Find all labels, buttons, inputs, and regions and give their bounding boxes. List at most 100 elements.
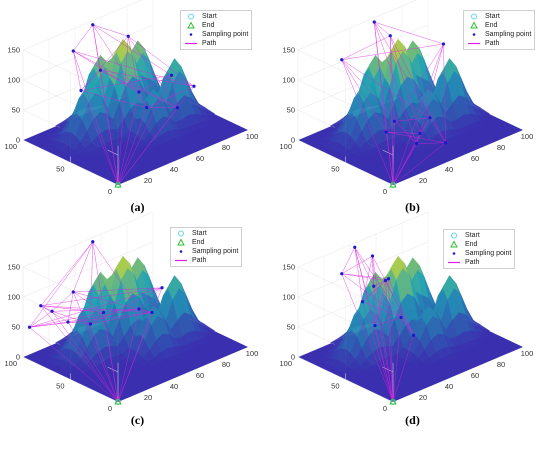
sampling-point [385,130,388,133]
z-tick-label: 100 [282,76,295,85]
legend-path: Path [447,258,511,267]
path-segment [73,242,93,292]
sampling-point [170,74,173,77]
sampling-point [91,23,94,26]
legend-sampling: Sampling point [184,30,248,39]
legend-path: Path [174,256,238,265]
x-tick-label: 20 [144,393,152,402]
sampling-point [372,285,375,288]
start-marker-icon [467,12,481,21]
legend-path: Path [467,39,531,48]
sampling-point [340,272,343,275]
legend-end: End [467,21,531,30]
y-tick-label: 50 [331,165,339,174]
sampling-point-icon [467,30,481,39]
sampling-point [384,279,387,282]
path-segment [374,22,443,44]
sampling-point [340,58,343,61]
sampling-point [418,132,421,135]
z-tick-label: 150 [282,263,295,272]
sampling-point [389,34,392,37]
sampling-point-icon [447,249,461,258]
sampling-point [72,49,75,52]
end-marker-icon [467,21,481,30]
sampling-point-icon [174,247,188,256]
sampling-point [150,311,153,314]
path-segment [342,274,389,279]
z-tick-label: 50 [12,323,20,332]
y-tick-label: 100 [279,359,292,368]
caption-b: (b) [275,200,550,215]
path-line-icon [184,39,198,48]
y-tick-label: 100 [279,142,292,151]
sampling-point [66,320,69,323]
z-tick-label: 100 [282,293,295,302]
legend-path: Path [184,39,248,48]
z-tick-label: 50 [287,106,295,115]
end-marker-icon [174,238,188,247]
x-tick-label: 20 [419,393,427,402]
z-tick-label: 150 [7,46,20,55]
sampling-point [373,324,376,327]
sampling-point [72,290,75,293]
caption-d: (d) [275,413,550,428]
path-line-icon [447,258,461,267]
y-tick-label: 0 [383,187,387,196]
legend-sampling: Sampling point [447,249,511,258]
z-tick-label: 100 [7,293,20,302]
sampling-point [28,326,31,329]
caption-c: (c) [0,413,275,428]
end-marker-icon [447,240,461,249]
sampling-point [412,334,415,337]
y-tick-label: 0 [108,404,112,413]
legend: Start End Sampling point Path [180,10,252,50]
legend-sampling: Sampling point [467,30,531,39]
end-marker-icon [184,21,198,30]
legend-start: Start [447,231,511,240]
sampling-point [160,286,163,289]
x-tick-label: 20 [419,176,427,185]
path-line-icon [174,256,188,265]
sampling-point [428,116,431,119]
grid-line [298,0,428,50]
path-line-icon [467,39,481,48]
x-tick-label: 40 [445,165,453,174]
legend-sampling: Sampling point [174,247,238,256]
grid-line [298,212,428,267]
sampling-point [371,254,374,257]
sampling-point [89,322,92,325]
start-marker-icon [174,229,188,238]
sampling-point [387,277,390,280]
path-segment [93,25,129,37]
legend-end: End [447,240,511,249]
sampling-point [393,120,396,123]
x-tick-label: 40 [170,165,178,174]
sampling-point [145,106,148,109]
z-tick-label: 100 [7,76,20,85]
sampling-point [127,35,130,38]
legend: Start End Sampling point Path [170,227,242,267]
y-tick-label: 0 [108,187,112,196]
z-tick-label: 150 [282,46,295,55]
y-tick-label: 100 [4,142,17,151]
legend-end: End [184,21,248,30]
y-tick-label: 50 [56,165,64,174]
y-tick-label: 0 [383,404,387,413]
sampling-point [99,69,102,72]
sampling-point [91,240,94,243]
legend-start: Start [184,12,248,21]
sampling-point [102,311,105,314]
x-tick-label: 20 [144,176,152,185]
y-tick-label: 50 [331,382,339,391]
path-segment [73,25,93,51]
legend-start: Start [174,229,238,238]
caption-a: (a) [0,200,275,215]
sampling-point [39,304,42,307]
sampling-point [137,307,140,310]
start-marker-icon [184,12,198,21]
grid-line [23,0,153,50]
sampling-point [399,316,402,319]
